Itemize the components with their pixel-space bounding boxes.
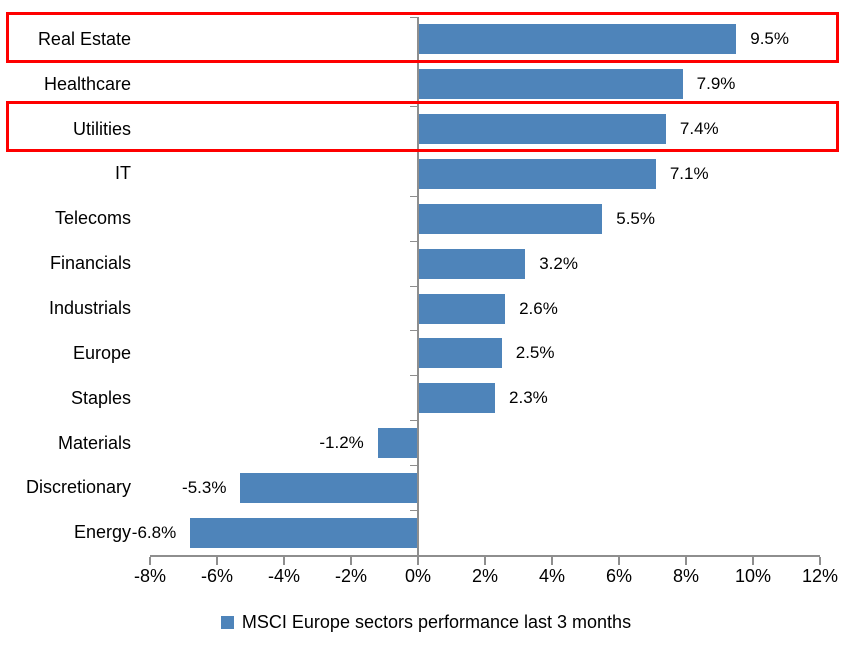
x-axis-tick [484,557,486,565]
value-label: 9.5% [750,29,789,49]
x-axis-tick-label: 6% [605,566,633,586]
x-axis-tick-label: 4% [538,566,566,586]
bar-utilities [418,114,666,145]
bar-staples [418,383,496,414]
category-label: Financials [49,253,131,274]
x-axis-line [150,555,820,557]
x-axis-tick-label: 0% [404,566,432,586]
value-label: -6.8% [131,522,177,542]
x-axis-tick-label: -2% [334,566,368,586]
x-axis-tick-label: -8% [133,566,167,586]
bar-energy [190,517,418,548]
x-axis-tick [216,557,218,565]
x-axis-tick-label: -4% [267,566,301,586]
x-axis-tick-label: 12% [801,566,839,586]
value-label: 3.2% [539,253,578,273]
category-label: Discretionary [25,477,131,498]
y-axis-tick [410,330,417,332]
category-label: Real Estate [37,28,131,49]
value-label: 7.1% [669,163,709,183]
x-axis-tick [752,557,754,565]
value-label: 2.5% [515,343,555,363]
y-axis-tick [410,106,417,108]
x-axis-tick [819,557,821,565]
x-axis-tick [618,557,620,565]
bar-healthcare [418,69,683,100]
y-axis-tick [410,509,417,511]
x-axis-tick-label: 8% [672,566,700,586]
y-axis-tick [410,465,417,466]
bar-financials [418,248,526,279]
x-axis-tick [417,557,419,565]
y-axis-tick [410,375,417,377]
bar-industrials [418,293,506,324]
category-label: Europe [72,342,131,363]
y-axis-tick [410,16,417,18]
bar-materials [377,428,418,459]
bar-real-estate [418,24,737,55]
category-label: Materials [57,432,131,453]
y-axis-tick [410,240,417,242]
y-axis-tick [410,61,417,63]
y-axis-line [417,17,419,555]
x-axis-tick [551,557,553,565]
y-axis-tick [410,420,417,422]
bar-telecoms [418,203,603,234]
value-label: 2.3% [509,388,548,408]
x-axis-tick [149,557,151,565]
y-axis-tick [410,285,417,287]
x-axis-tick-label: -6% [200,566,234,586]
category-label: Utilities [72,118,131,139]
x-axis-tick [685,557,687,565]
legend: MSCI Europe sectors performance last 3 m… [0,606,852,638]
category-label: Industrials [48,298,131,319]
legend-label: MSCI Europe sectors performance last 3 m… [241,611,632,632]
legend-marker-icon [220,615,234,629]
value-label: -1.2% [319,433,364,453]
category-label: Staples [70,387,131,408]
x-axis-tick [350,557,352,565]
value-label: 2.6% [519,298,558,318]
category-label: Healthcare [43,73,131,94]
category-label: Energy [73,522,131,543]
y-axis-tick [410,195,417,197]
x-axis-tick-label: 10% [734,566,772,586]
y-axis-tick [410,151,417,153]
bar-discretionary [240,472,418,503]
category-label: IT [115,163,131,184]
bar-europe [418,338,502,369]
category-label: Telecoms [54,208,131,229]
value-label: 5.5% [616,208,655,228]
value-label: -5.3% [182,477,227,497]
bar-it [418,158,656,189]
value-label: 7.4% [679,119,719,139]
value-label: 7.9% [696,74,736,94]
x-axis-tick-label: 2% [471,566,499,586]
x-axis-tick [283,557,285,565]
